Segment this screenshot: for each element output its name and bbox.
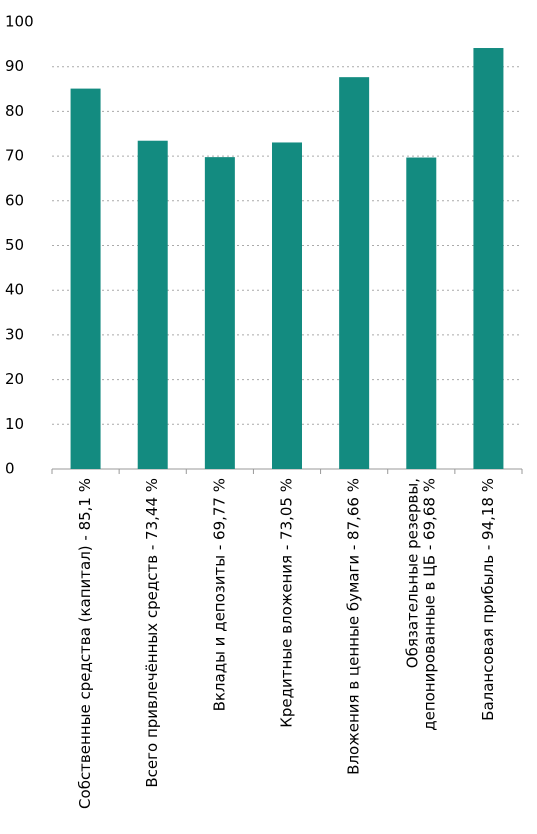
x-tick-label: Собственные средства (капитал) - 85,1 % [76, 478, 94, 809]
y-tick-label: 0 [5, 460, 15, 478]
y-tick-label: 40 [5, 281, 24, 299]
bar [204, 157, 235, 469]
y-tick-label: 50 [5, 236, 24, 254]
bar [473, 48, 504, 469]
bar [137, 140, 168, 469]
x-tick-label: депонированные в ЦБ - 69,68 % [420, 478, 438, 731]
y-tick-label: 80 [5, 102, 24, 120]
bar [406, 157, 437, 469]
bar [272, 142, 302, 470]
bar [70, 88, 101, 469]
x-tick-label: Балансовая прибыль - 94,18 % [479, 478, 497, 721]
bar [339, 77, 370, 470]
x-tick-label: Вклады и депозиты - 69,77 % [210, 478, 228, 711]
y-tick-label: 10 [5, 415, 24, 433]
x-tick-label: Вложения в ценные бумаги - 87,66 % [345, 478, 363, 775]
y-tick-label: 100 [5, 13, 34, 31]
y-tick-label: 90 [5, 57, 24, 75]
y-tick-label: 60 [5, 191, 24, 209]
x-tick-label: Всего привлечённых средств - 73,44 % [143, 478, 161, 788]
x-tick-label: Обязательные резервы, [403, 478, 421, 668]
x-tick-label: Кредитные вложения - 73,05 % [278, 478, 296, 728]
y-tick-label: 30 [5, 325, 24, 343]
y-tick-label: 70 [5, 147, 24, 165]
y-tick-label: 20 [5, 370, 24, 388]
